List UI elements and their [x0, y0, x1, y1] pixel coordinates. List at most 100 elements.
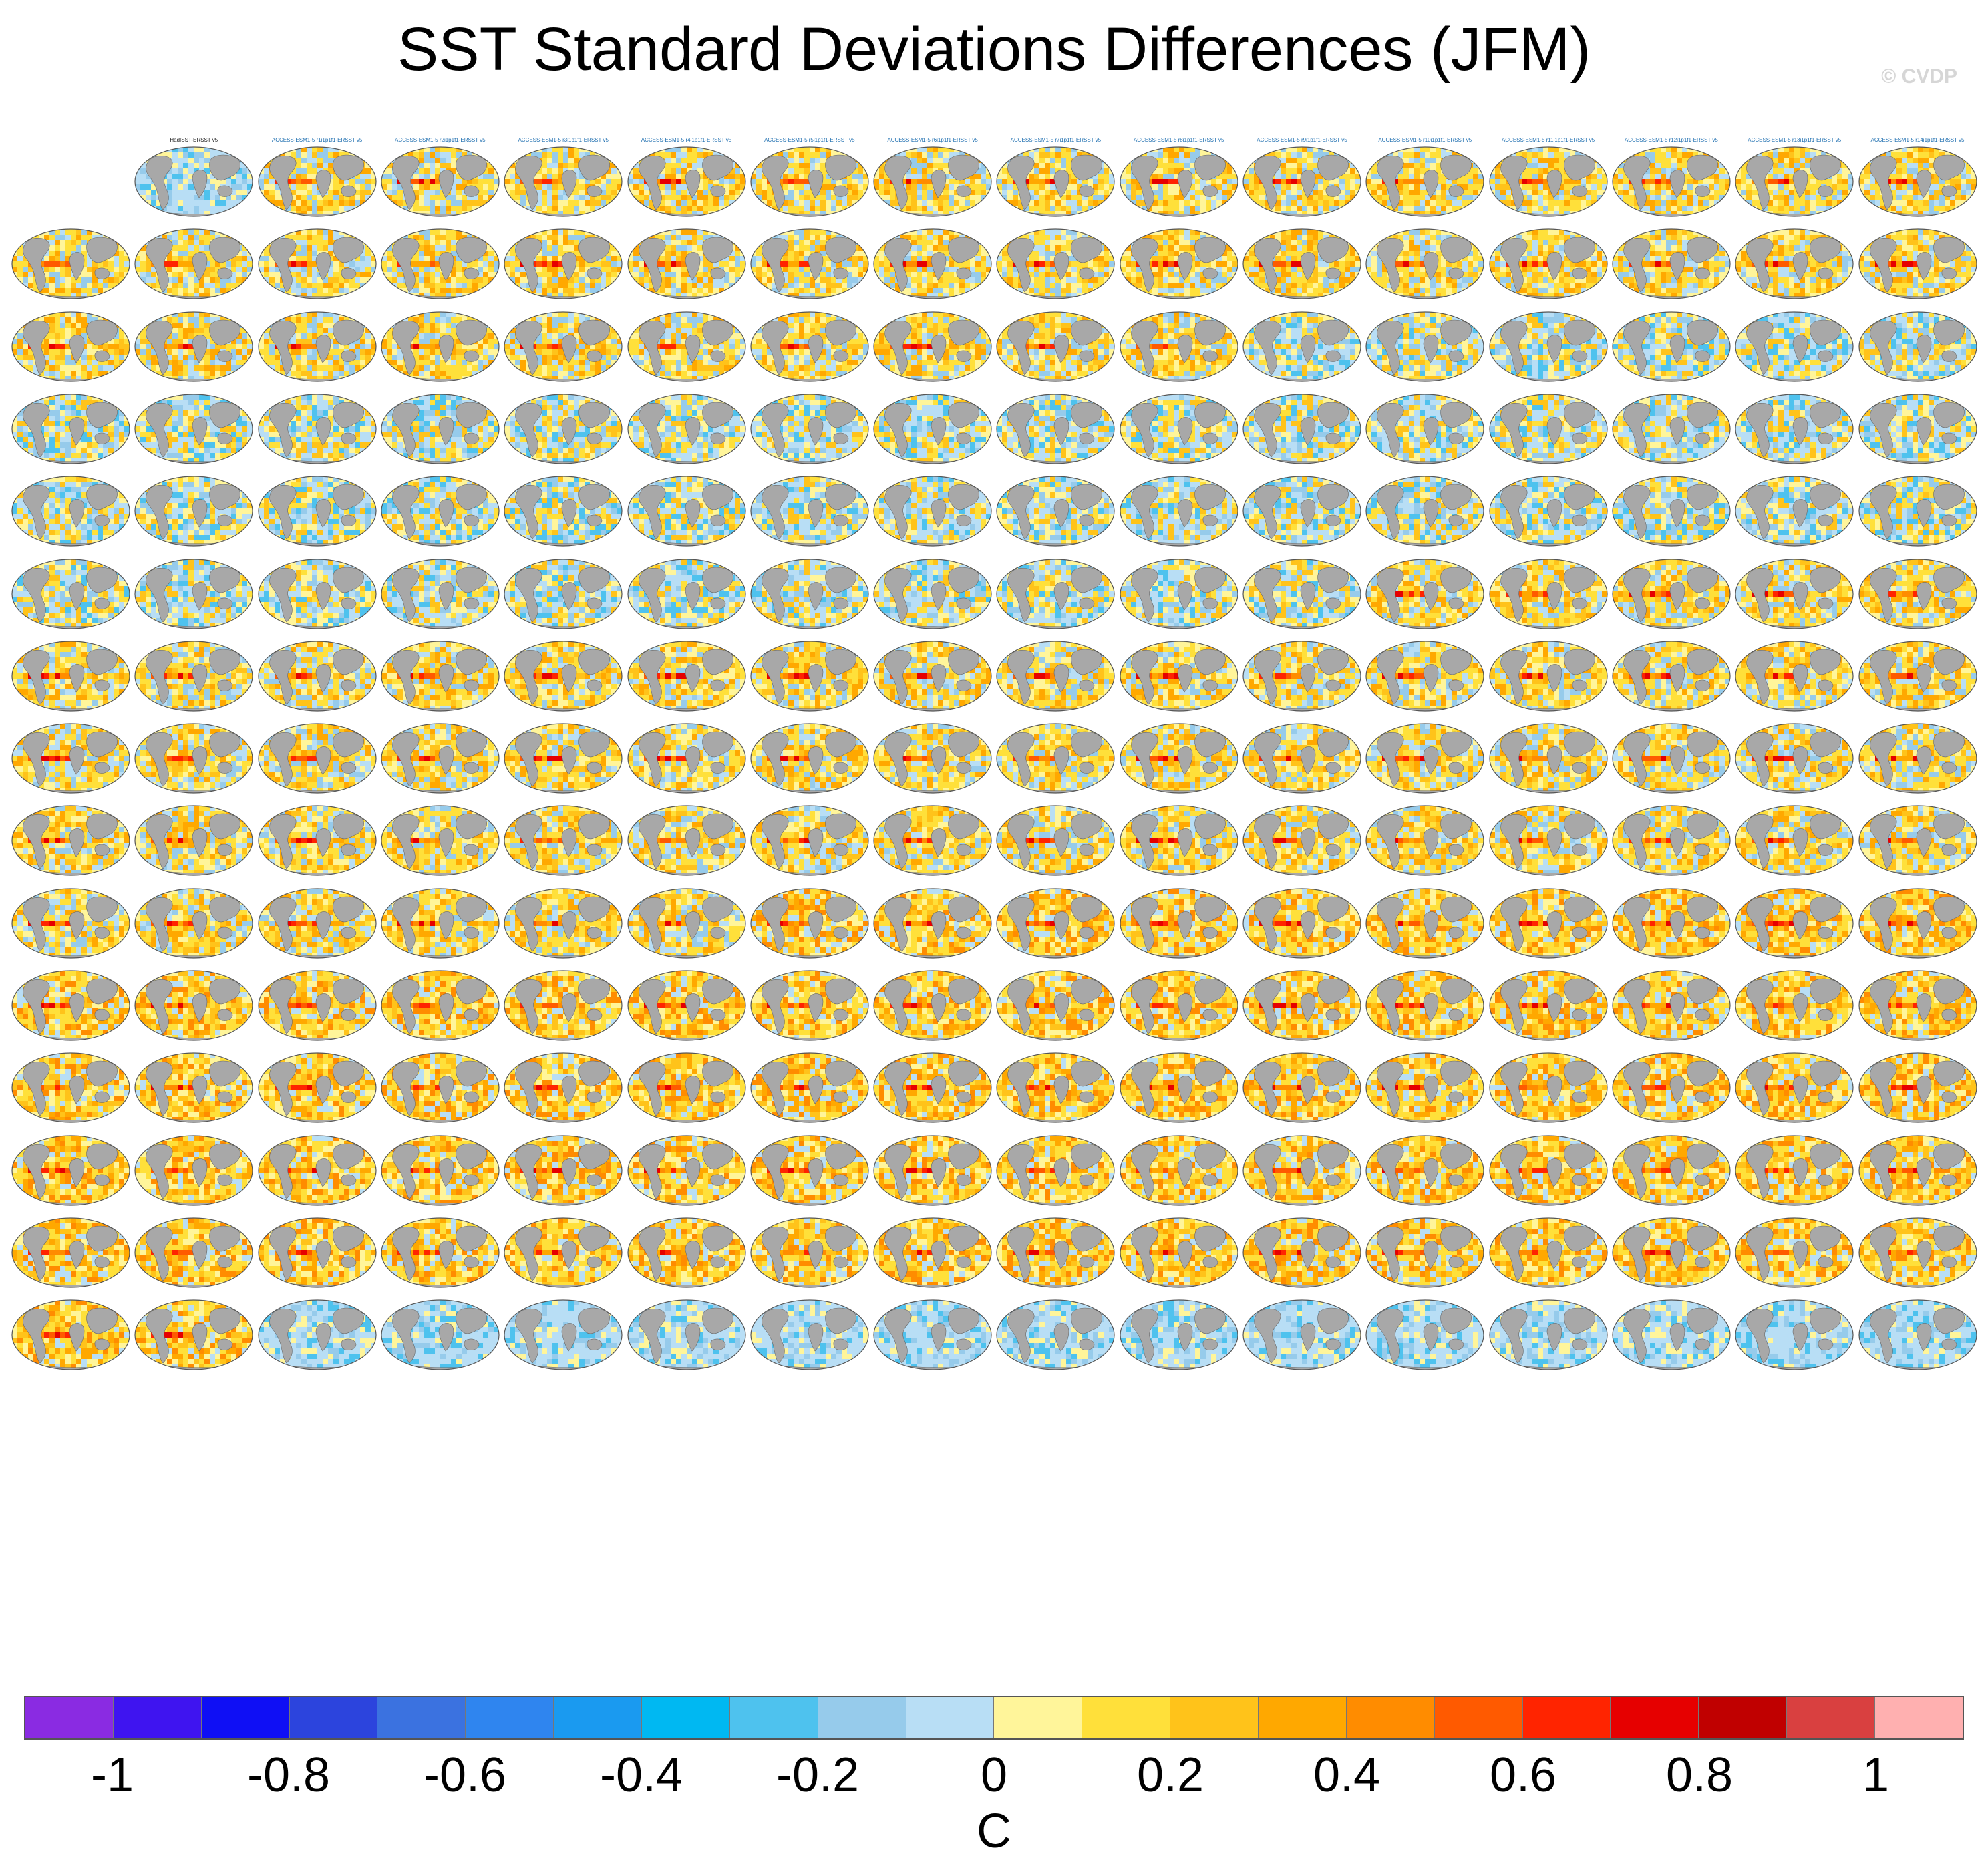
model-panel: ACCESS-ESM1-5 r4i1p1f1-ERSST v5 — [625, 136, 748, 220]
panel-title — [1363, 1042, 1486, 1050]
model-panel — [1240, 1289, 1363, 1374]
panel-title — [748, 1207, 871, 1215]
sst-map — [1612, 558, 1731, 629]
colorbar-tick-label: -0.8 — [247, 1748, 330, 1803]
model-panel — [1363, 713, 1486, 797]
panel-title — [1118, 1289, 1240, 1297]
panel-title — [625, 1207, 748, 1215]
model-panel — [256, 1207, 379, 1291]
sst-map — [504, 558, 623, 629]
model-panel — [256, 301, 379, 385]
sst-map — [381, 1052, 500, 1123]
sst-map — [1365, 146, 1484, 217]
sst-map — [1858, 228, 1977, 299]
model-panel — [1856, 631, 1979, 715]
sst-map — [1858, 146, 1977, 217]
sst-map — [873, 888, 992, 959]
panel-title — [1856, 878, 1979, 886]
sst-map — [1858, 641, 1977, 712]
model-panel — [1363, 1289, 1486, 1374]
sst-map — [1120, 641, 1238, 712]
sst-map — [1612, 1217, 1731, 1288]
panel-title — [1856, 713, 1979, 721]
model-panel — [1733, 1042, 1856, 1126]
panel-title — [502, 960, 625, 968]
sst-map — [1612, 1299, 1731, 1370]
sst-map — [134, 1217, 253, 1288]
model-panel — [379, 466, 502, 550]
sst-map — [1120, 1052, 1238, 1123]
model-panel — [871, 549, 994, 633]
model-panel — [1733, 795, 1856, 879]
model-panel — [1733, 1207, 1856, 1291]
panel-title — [748, 549, 871, 557]
sst-map — [504, 476, 623, 547]
sst-map — [873, 641, 992, 712]
panel-title — [502, 631, 625, 639]
colorbar-swatch — [25, 1697, 114, 1738]
sst-map — [1242, 888, 1361, 959]
colorbar-swatch — [1522, 1697, 1611, 1738]
panel-title — [625, 1042, 748, 1050]
panel-title — [9, 1042, 132, 1050]
sst-map — [1735, 970, 1854, 1041]
sst-map — [11, 558, 130, 629]
panel-title: ACCESS-ESM1-5 r9i1p1f1-ERSST v5 — [1240, 136, 1363, 144]
panel-title: ACCESS-ESM1-5 r5i1p1f1-ERSST v5 — [748, 136, 871, 144]
sst-map — [11, 476, 130, 547]
sst-map — [627, 311, 746, 382]
model-panel — [1610, 878, 1733, 962]
panel-title — [1363, 1125, 1486, 1133]
panel-title — [871, 878, 994, 886]
panel-title — [132, 631, 255, 639]
panel-title: ACCESS-ESM1-5 r1i1p1f1-ERSST v5 — [256, 136, 379, 144]
panel-title — [1487, 466, 1610, 474]
panel-title — [625, 1125, 748, 1133]
panel-title — [994, 1042, 1117, 1050]
model-panel — [871, 301, 994, 385]
panel-title — [748, 301, 871, 309]
panel-title — [502, 301, 625, 309]
panel-title — [132, 1289, 255, 1297]
panel-title — [1610, 1042, 1733, 1050]
sst-map — [134, 146, 253, 217]
panel-title — [1240, 795, 1363, 803]
panel-title: ACCESS-ESM1-5 r12i1p1f1-ERSST v5 — [1610, 136, 1733, 144]
sst-map — [1365, 476, 1484, 547]
model-panel — [256, 466, 379, 550]
model-panel — [502, 1125, 625, 1209]
sst-map — [996, 1299, 1115, 1370]
model-panel — [1733, 383, 1856, 468]
sst-map — [1242, 394, 1361, 464]
model-panel — [994, 466, 1117, 550]
sst-map — [11, 888, 130, 959]
panel-title — [625, 713, 748, 721]
panel-title — [256, 631, 379, 639]
model-panel — [132, 713, 255, 797]
sst-map — [1858, 970, 1977, 1041]
panel-title — [748, 631, 871, 639]
model-panel — [502, 795, 625, 879]
sst-map — [627, 228, 746, 299]
panel-title — [748, 713, 871, 721]
model-panel — [132, 1207, 255, 1291]
panel-title: ACCESS-ESM1-5 r6i1p1f1-ERSST v5 — [871, 136, 994, 144]
sst-map — [996, 476, 1115, 547]
panel-title — [502, 795, 625, 803]
panel-title — [132, 466, 255, 474]
sst-map — [873, 723, 992, 794]
sst-map — [750, 723, 869, 794]
sst-map — [504, 723, 623, 794]
panel-title — [1240, 1289, 1363, 1297]
panel-title — [1610, 960, 1733, 968]
panel-title — [1610, 878, 1733, 886]
sst-map — [257, 1299, 377, 1370]
model-panel — [9, 960, 132, 1044]
panel-title — [379, 218, 502, 226]
sst-map — [1120, 970, 1238, 1041]
panel-title — [1363, 1289, 1486, 1297]
model-panel — [1487, 795, 1610, 879]
model-panel — [748, 795, 871, 879]
sst-map — [134, 970, 253, 1041]
panel-title — [1240, 383, 1363, 392]
